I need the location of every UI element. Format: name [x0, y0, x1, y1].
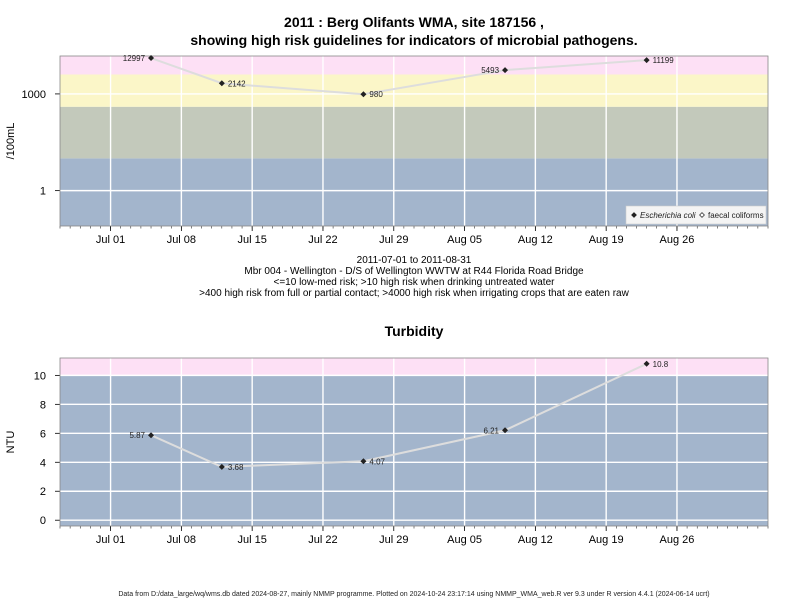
y-tick-label: 4 — [40, 457, 46, 469]
x-tick-label: Jul 29 — [379, 234, 408, 246]
data-point — [360, 458, 367, 465]
y-tick-label: 8 — [40, 399, 46, 411]
data-label: 5.87 — [129, 431, 145, 440]
y-tick-label: 0 — [40, 515, 46, 527]
x-tick-label: Aug 12 — [518, 534, 553, 546]
data-point — [643, 57, 650, 64]
data-point — [502, 427, 509, 434]
data-label: 980 — [369, 90, 383, 99]
x-tick-label: Aug 05 — [447, 534, 482, 546]
y-tick-label: 2 — [40, 486, 46, 498]
y-tick-label: 1 — [40, 186, 46, 198]
turbidity-title: Turbidity — [385, 323, 444, 339]
x-tick-label: Aug 12 — [518, 234, 553, 246]
data-label: 12997 — [123, 54, 146, 63]
legend-label: faecal coliforms — [708, 211, 764, 220]
x-tick-label: Aug 26 — [660, 534, 695, 546]
data-point — [360, 91, 367, 98]
data-point — [218, 80, 225, 87]
y-tick-label: 1000 — [22, 89, 46, 101]
x-tick-label: Jul 22 — [308, 234, 337, 246]
panel-caption: 2011-07-01 to 2011-08-31 Mbr 004 - Welli… — [199, 255, 629, 299]
data-point — [218, 463, 225, 470]
data-label: 6.21 — [483, 426, 499, 435]
x-tick-label: Aug 19 — [589, 234, 624, 246]
caption-line-4: >400 high risk from full or partial cont… — [199, 288, 629, 299]
x-tick-label: Jul 15 — [237, 234, 266, 246]
x-tick-label: Aug 26 — [660, 234, 695, 246]
data-label: 11199 — [653, 56, 675, 65]
x-tick-label: Jul 01 — [96, 234, 125, 246]
data-point — [148, 432, 155, 439]
chart-title-line-2: showing high risk guidelines for indicat… — [190, 32, 637, 48]
data-point — [643, 360, 650, 367]
y-tick-label: 6 — [40, 428, 46, 440]
x-tick-label: Aug 19 — [589, 534, 624, 546]
data-point — [502, 67, 509, 74]
x-tick-label: Jul 08 — [167, 534, 196, 546]
chart-title-line-1: 2011 : Berg Olifants WMA, site 187156 , — [284, 14, 544, 30]
caption-line-2: Mbr 004 - Wellington - D/S of Wellington… — [244, 266, 584, 277]
data-label: 4.07 — [369, 457, 385, 466]
legend-label: Escherichia coli — [640, 211, 696, 220]
data-label: 2142 — [228, 79, 246, 88]
x-tick-label: Jul 08 — [167, 234, 196, 246]
data-label: 5493 — [481, 66, 499, 75]
legend-box — [625, 205, 767, 225]
footer-note: Data from D:/data_large/wq/wms.db dated … — [118, 591, 709, 598]
risk-band-3 — [60, 56, 768, 75]
plot-frame — [59, 55, 769, 227]
x-tick-label: Aug 05 — [447, 234, 482, 246]
x-tick-label: Jul 01 — [96, 534, 125, 546]
legend-marker — [699, 212, 705, 218]
y-axis-label: /100mL — [5, 123, 17, 160]
x-tick-label: Jul 22 — [308, 534, 337, 546]
data-point — [148, 55, 155, 62]
legend-marker — [631, 212, 637, 218]
data-label: 10.8 — [653, 360, 669, 369]
data-label: 3.68 — [228, 463, 244, 472]
risk-band-1 — [60, 358, 768, 376]
risk-band-2 — [60, 74, 768, 107]
caption-line-1: 2011-07-01 to 2011-08-31 — [357, 255, 472, 266]
y-axis-label: NTU — [5, 431, 17, 454]
x-tick-label: Jul 29 — [379, 534, 408, 546]
microbial-panel: Jul 01 Jul 08 Jul 15 Jul 22 Jul 29 Aug 05 Aug … — [5, 54, 769, 246]
turbidity-panel: Jul 01 Jul 08 Jul 15 Jul 22 Jul 29 Aug 05 Aug … — [5, 357, 769, 546]
y-tick-label: 10 — [34, 370, 46, 382]
caption-line-3: <=10 low-med risk; >10 high risk when dr… — [274, 277, 556, 288]
plot-frame — [59, 357, 769, 527]
x-tick-label: Jul 15 — [237, 534, 266, 546]
risk-band-1 — [60, 106, 768, 159]
